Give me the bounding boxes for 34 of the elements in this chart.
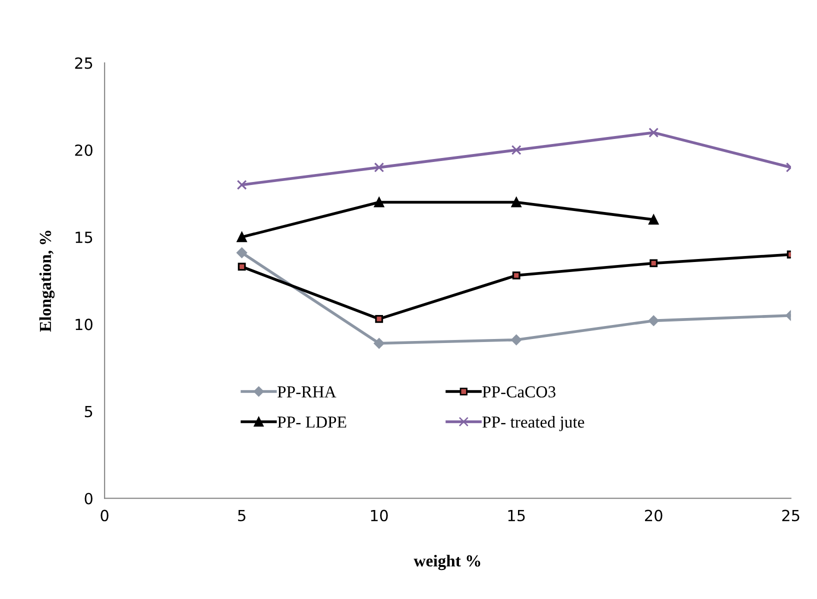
- legend-label: PP- treated jute: [482, 416, 584, 432]
- legend-label: PP- LDPE: [278, 416, 346, 428]
- x-tick-label: 10: [371, 510, 388, 522]
- point: [238, 262, 246, 271]
- x-tick-label: 0: [100, 510, 108, 522]
- point: [650, 259, 658, 268]
- y-tick-label: 25: [75, 57, 92, 69]
- point: [648, 128, 659, 138]
- legend-label: PP-RHA: [278, 386, 336, 398]
- point: [511, 334, 522, 346]
- point: [374, 162, 384, 172]
- x-tick-label: 5: [238, 510, 246, 522]
- point: [236, 248, 248, 258]
- x-tick-label: 20: [645, 510, 662, 522]
- y-tick-label: 5: [84, 406, 92, 418]
- point: [374, 197, 384, 208]
- point: [511, 144, 522, 155]
- point: [511, 197, 522, 208]
- point: [512, 271, 520, 280]
- x-tick-label: 25: [782, 510, 800, 522]
- x-axis-title: weight %: [414, 554, 480, 570]
- point: [375, 314, 384, 323]
- point: [648, 315, 659, 326]
- legend-label: PP-CaCO3: [482, 386, 556, 398]
- y-tick-label: 0: [84, 492, 92, 504]
- point: [648, 214, 659, 225]
- point: [374, 338, 384, 349]
- y-tick-label: 20: [75, 144, 92, 156]
- point: [236, 232, 247, 242]
- point: [236, 180, 247, 190]
- x-tick-label: 15: [508, 510, 525, 522]
- y-tick-label: 15: [76, 232, 92, 244]
- y-axis-title: Elongation, %: [39, 230, 55, 332]
- y-tick-label: 10: [76, 318, 92, 330]
